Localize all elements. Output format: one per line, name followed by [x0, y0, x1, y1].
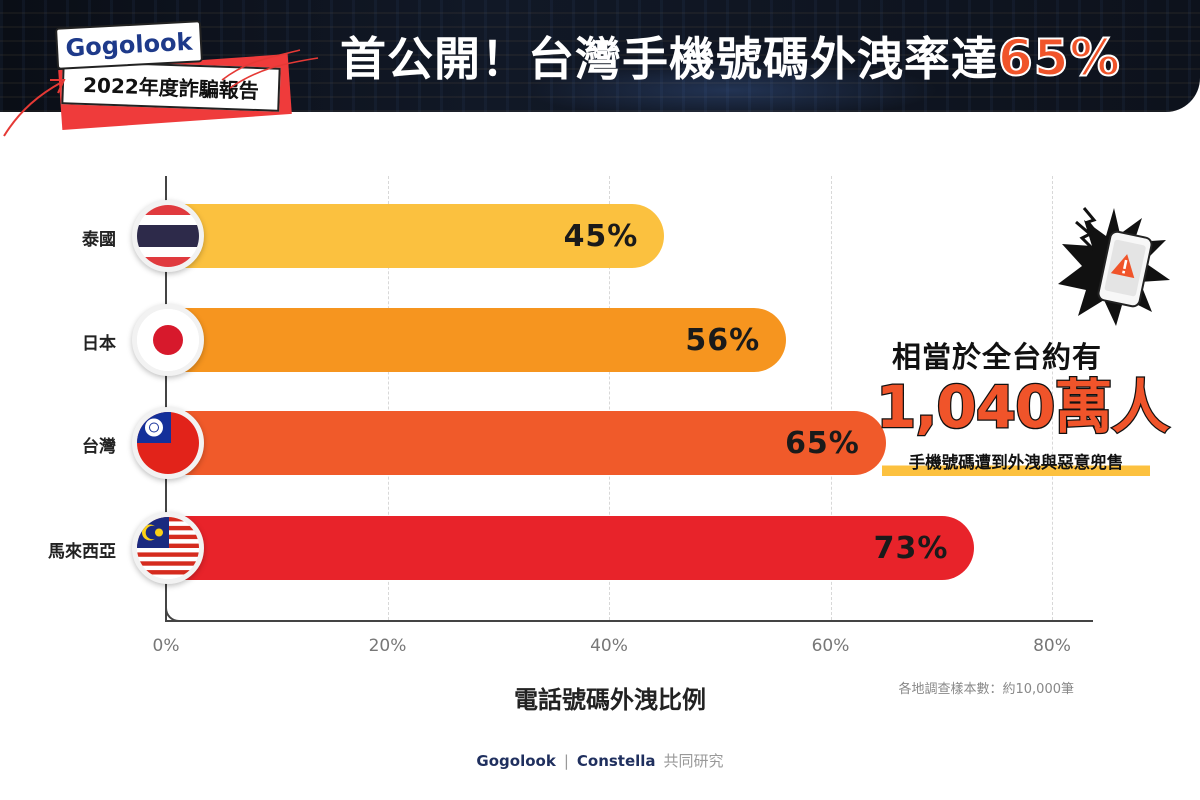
bar-value-label: 45% — [563, 218, 639, 254]
bar-3: 73% — [176, 516, 975, 580]
gridline — [387, 176, 389, 620]
category-label: 馬來西亞 — [48, 542, 116, 562]
x-axis-line — [165, 620, 1093, 622]
x-tick-label: 0% — [152, 636, 180, 656]
title-highlight-text: 65% — [997, 28, 1121, 88]
japan-flag-icon — [132, 304, 204, 376]
title-main-text: 首公開！台灣手機號碼外洩率達 — [340, 32, 998, 86]
bar-2: 65% — [176, 411, 886, 475]
y-axis-line — [165, 176, 167, 620]
gridline — [1052, 176, 1053, 620]
x-tick-label: 40% — [590, 636, 628, 656]
bar-0: 45% — [176, 204, 665, 268]
callout-big-number: 1,040萬人 — [875, 372, 1171, 443]
scribble-arrow-icon — [3, 49, 319, 137]
header-banner: 首公開！台灣手機號碼外洩率達65% — [0, 0, 1200, 112]
thailand-flag-icon — [132, 200, 204, 272]
callout-line1: 相當於全台約有 — [891, 340, 1102, 374]
sample-size-note: 各地調查樣本數：約10,000筆 — [898, 682, 1075, 697]
x-tick-label: 80% — [1033, 636, 1071, 656]
callout-line3: 手機號碼遭到外洩與惡意兜售 — [882, 450, 1150, 476]
gridline — [609, 176, 610, 620]
bar-value-label: 65% — [785, 425, 860, 461]
footer-suffix: 共同研究 — [663, 752, 724, 770]
gridline — [830, 176, 832, 620]
warning-phone-icon — [1058, 207, 1170, 326]
category-label: 泰國 — [82, 230, 116, 250]
footer-credits: Gogolook | Constella 共同研究 — [0, 750, 1200, 771]
footer-brand-gogolook: Gogolook — [476, 752, 556, 770]
axis-corner — [165, 600, 187, 622]
malaysia-flag-icon — [132, 512, 204, 584]
bar-value-label: 56% — [685, 322, 761, 358]
background-glow — [520, 60, 940, 112]
footer-brand-constella: Constella — [576, 752, 656, 770]
page-title: 首公開！台灣手機號碼外洩率達65% — [340, 26, 1121, 90]
bar-value-label: 73% — [873, 530, 949, 566]
x-axis-title: 電話號碼外洩比例 — [514, 686, 706, 714]
footer-separator: | — [563, 752, 569, 770]
x-tick-label: 20% — [368, 636, 407, 656]
bar-1: 56% — [176, 308, 787, 372]
x-tick-label: 60% — [811, 636, 850, 656]
category-label: 台灣 — [82, 437, 116, 457]
taiwan-flag-icon — [132, 407, 204, 479]
category-label: 日本 — [82, 334, 116, 354]
